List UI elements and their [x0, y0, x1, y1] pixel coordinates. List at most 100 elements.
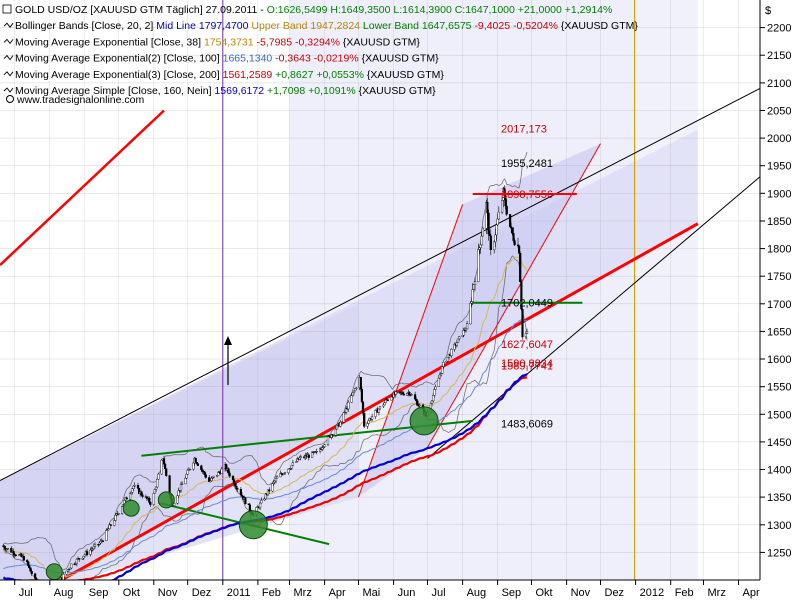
candle-body — [386, 399, 389, 401]
trendline — [0, 109, 165, 267]
trendline — [427, 176, 761, 459]
price-axis-panel — [760, 0, 800, 600]
candle-body — [331, 434, 334, 436]
candle-body — [92, 545, 95, 549]
candle-body — [98, 542, 101, 545]
level-label: 1483,6069 — [501, 418, 553, 430]
legend-part: Moving Average Simple [Close, 160, Nein] — [15, 85, 214, 97]
candle-body — [401, 392, 404, 395]
candle-body — [415, 399, 418, 402]
price-tick-label: 1250 — [767, 547, 791, 559]
candle-body — [471, 289, 474, 302]
candle-body — [180, 483, 184, 486]
candle-body — [487, 212, 490, 235]
indicator-wave-icon — [3, 38, 14, 45]
candle-body — [148, 498, 151, 503]
candle-body — [430, 400, 434, 404]
candle-body — [26, 560, 29, 563]
candle-body — [78, 558, 81, 560]
time-tick-label: Mrz — [708, 587, 726, 599]
candle-body — [371, 416, 374, 420]
legend-line: Moving Average Exponential(2) [Close, 10… — [15, 53, 439, 65]
time-tick-label: Apr — [329, 587, 346, 599]
candle-body — [463, 329, 466, 332]
candle-body — [12, 551, 15, 555]
candle-body — [107, 528, 110, 531]
candle-body — [176, 495, 179, 504]
time-tick-label: Jun — [398, 587, 416, 599]
candle-body — [366, 423, 369, 427]
candle-body — [133, 485, 136, 487]
candle-body — [339, 422, 342, 427]
candle-body — [22, 556, 25, 561]
candle-body — [408, 392, 411, 395]
ema-38 — [3, 256, 528, 578]
time-tick-label: Mrz — [294, 587, 312, 599]
candle-body — [3, 546, 6, 549]
candle-body — [34, 573, 37, 579]
candle-body — [519, 253, 522, 283]
price-axis: 1250 1300 1350 1400 1450 1500 1550 1600 1650 1700… — [760, 23, 791, 559]
candle-body — [248, 504, 251, 511]
candle-body — [355, 387, 358, 390]
candle-body — [469, 303, 472, 325]
candle-body — [136, 485, 140, 489]
time-tick-label: Sep — [502, 587, 522, 599]
candle-body — [446, 357, 449, 362]
time-tick-label: Mai — [363, 587, 381, 599]
candle-body — [433, 389, 436, 396]
candle-body — [390, 396, 393, 401]
legend-part: -5,7985 -0,3294% — [257, 36, 343, 48]
price-tick-label: 1650 — [767, 326, 791, 338]
candle-body — [75, 558, 78, 564]
legend-part: -9,4025 -0,5204% — [474, 20, 560, 32]
candle-body — [179, 484, 183, 491]
level-label: 1702,0449 — [501, 298, 553, 310]
candle-body — [489, 235, 492, 251]
time-tick-label: Jul — [19, 587, 33, 599]
candle-body — [162, 458, 166, 465]
candle-body — [273, 480, 276, 483]
candle-body — [497, 211, 500, 220]
indicator-wave-icon — [3, 54, 14, 61]
legend-part: -0,3643 -0,0219% — [275, 53, 361, 65]
time-axis: Jul Aug Sep Okt Nov Dez 2011 Feb Mrz Apr Mai Jun Jul… — [14, 580, 760, 599]
candle-body — [368, 418, 371, 421]
vertical-markers — [222, 0, 635, 580]
candle-body — [272, 481, 275, 484]
price-tick-label: 1750 — [767, 271, 791, 283]
time-tick-label: 2011 — [227, 587, 251, 599]
level-label: 1898,7556 — [501, 189, 553, 201]
candle-body — [307, 454, 310, 458]
time-tick-label: Sep — [89, 587, 109, 599]
candle-body — [131, 488, 134, 493]
price-tick-label: 1400 — [767, 465, 791, 477]
candle-body — [495, 224, 498, 236]
candle-body — [510, 226, 513, 229]
copyright-icon — [6, 95, 14, 103]
candle-body — [165, 468, 168, 476]
time-tick-label: Apr — [743, 587, 760, 599]
price-tick-label: 2050 — [767, 106, 791, 118]
candle-body — [188, 468, 192, 471]
candle-body — [194, 458, 197, 463]
candle-body — [82, 556, 85, 559]
candle-body — [299, 456, 302, 459]
website-text: www.tradesignalonline.com — [16, 94, 144, 106]
candle-body — [383, 402, 386, 406]
candle-body — [513, 240, 516, 246]
candle-body — [274, 478, 278, 482]
candle-body — [231, 475, 235, 481]
candle-body — [505, 205, 508, 215]
candle-body — [470, 301, 473, 304]
candle-body — [153, 489, 156, 494]
candle-body — [85, 551, 89, 555]
candle-body — [93, 544, 97, 547]
grid-lines — [0, 0, 760, 580]
legend-part: Lower Band 1647,6575 — [363, 20, 475, 32]
candle-body — [132, 485, 135, 490]
legend-part: 1754,3731 — [204, 36, 257, 48]
legend-part: Moving Average Exponential(2) [Close, 10… — [15, 53, 223, 65]
price-tick-label: 1900 — [767, 188, 791, 200]
candle-body — [18, 554, 21, 556]
